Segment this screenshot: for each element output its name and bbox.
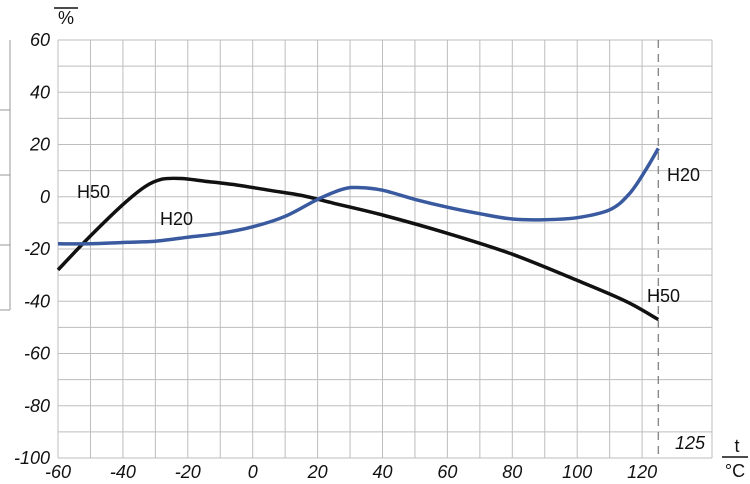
x-tick-label: -60 xyxy=(45,462,71,482)
y-tick-label: -40 xyxy=(24,291,50,311)
h50-label-left: H50 xyxy=(77,182,110,202)
x-tick-label: 120 xyxy=(627,462,657,482)
xlabel-bottom: °C xyxy=(725,461,745,481)
h50-label-right: H50 xyxy=(647,286,680,306)
series-lines xyxy=(56,147,660,322)
x-tick-label: 100 xyxy=(562,462,592,482)
x-tick-label: 60 xyxy=(437,462,457,482)
series-line-h20 xyxy=(57,147,660,246)
h20-label-left: H20 xyxy=(160,209,193,229)
series-line-h50 xyxy=(56,176,660,322)
x-tick-label: 0 xyxy=(248,462,258,482)
x-tick-label: -20 xyxy=(175,462,201,482)
y-tick-label: -80 xyxy=(24,396,50,416)
x-tick-label: 80 xyxy=(502,462,522,482)
xlabel-top: t xyxy=(734,436,739,456)
y-tick-label: -60 xyxy=(24,344,50,364)
x-tick-label: 20 xyxy=(307,462,328,482)
y-tick-label: -100 xyxy=(14,448,50,468)
x-tick-labels: -60 -40 -20 0 20 40 60 80 100 120 xyxy=(45,462,657,482)
ylabel: % xyxy=(58,8,74,28)
h20-label-right: H20 xyxy=(667,165,700,185)
y-tick-label: 60 xyxy=(30,30,50,50)
marker-label: 125 xyxy=(675,433,706,453)
x-tick-label: 40 xyxy=(372,462,392,482)
x-tick-label: -40 xyxy=(110,462,136,482)
y-tick-labels: 60 40 20 0 -20 -40 -60 -80 -100 xyxy=(14,30,50,468)
y-tick-label: 0 xyxy=(40,187,50,207)
y-tick-label: -20 xyxy=(24,239,50,259)
y-tick-label: 40 xyxy=(30,82,50,102)
y-axis-fragment xyxy=(0,40,11,311)
y-tick-label: 20 xyxy=(29,135,50,155)
grid xyxy=(57,39,713,459)
